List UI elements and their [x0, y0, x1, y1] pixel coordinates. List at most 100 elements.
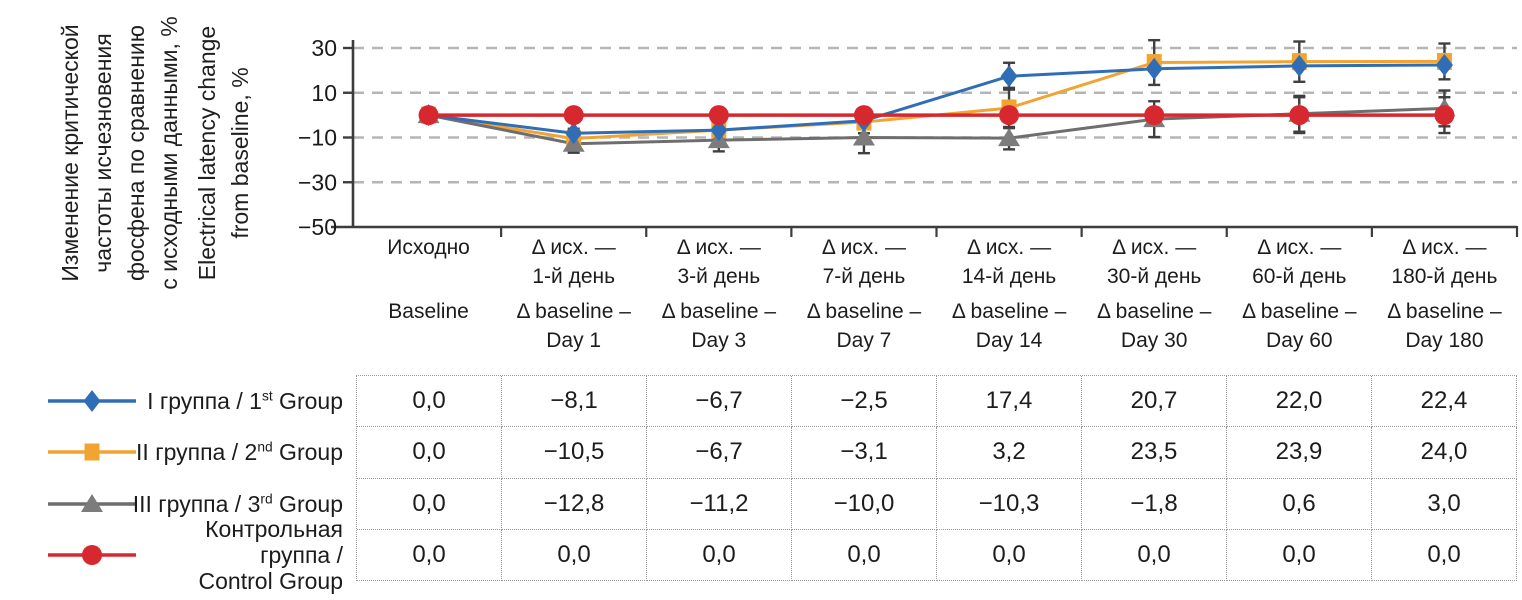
y-tick-label: −10	[298, 125, 337, 151]
y-tick-label: 10	[311, 80, 337, 106]
marker-diamond-icon	[1000, 65, 1018, 88]
legend-item: II группа / 2nd Group	[0, 427, 356, 479]
x-category-label-line: Δ baseline –	[1387, 300, 1502, 323]
legend-diamond-icon	[48, 389, 136, 412]
x-category-label-line: Day 3	[691, 329, 747, 352]
x-category-label-line: Δ baseline –	[661, 300, 777, 323]
x-category-label-ru: Δ исх. — 14-й день	[937, 233, 1082, 291]
marker-circle-icon	[418, 105, 439, 126]
x-category-label-line: Δ исх. —	[1112, 236, 1197, 259]
marker-circle-icon	[563, 105, 584, 126]
chart-plot-area: 30 10 −10 −30 −50	[298, 35, 1519, 240]
marker-diamond-icon	[1145, 57, 1163, 80]
x-category-label-line: 180-й день	[1391, 265, 1498, 288]
table-cell: 0,0	[1082, 529, 1227, 581]
table-cell: 0,6	[1227, 478, 1372, 530]
x-category-label-line: Day 30	[1120, 329, 1188, 352]
marker-circle-icon	[1144, 105, 1165, 126]
table-cell: −11,2	[647, 478, 792, 530]
x-category-label-en: Δ baseline – Day 180	[1372, 297, 1517, 355]
marker-triangle-icon	[852, 127, 875, 146]
x-category-label-line: 7-й день	[822, 265, 906, 288]
legend-item: I группа / 1st Group	[0, 375, 356, 427]
table-cell: 0,0	[1227, 529, 1372, 581]
x-category-label-ru: Δ исх. — 3-й день	[646, 233, 791, 291]
marker-circle-icon	[1289, 105, 1310, 126]
x-category-label-line: Δ baseline –	[516, 300, 631, 323]
table-cell: −10,5	[502, 427, 647, 479]
x-category-label: Δ исх. — 7-й день Δ baseline – Day 7	[791, 233, 936, 373]
legend-label: Контрольная группа / Control Group	[198, 516, 343, 595]
table-cell: 20,7	[1082, 376, 1227, 428]
x-category-label-line: Δ baseline –	[806, 300, 922, 323]
x-category-label-ru: Δ исх. — 60-й день	[1227, 233, 1372, 291]
table-cell: 0,0	[647, 529, 792, 581]
marker-circle-icon	[853, 105, 874, 126]
x-category-label-line: Исходно	[387, 236, 470, 259]
x-category-label-line: Day 1	[546, 329, 602, 352]
table-cell: 17,4	[937, 376, 1082, 428]
marker-diamond-icon	[1290, 54, 1308, 77]
table-cell: 0,0	[357, 478, 502, 530]
table-cell: −3,1	[792, 427, 937, 479]
table-cell: 0,0	[937, 529, 1082, 581]
table-cell: 22,4	[1372, 376, 1517, 428]
x-category-label: Δ исх. — 14-й день Δ baseline – Day 14	[937, 233, 1082, 373]
x-category-label-en: Δ baseline – Day 60	[1227, 297, 1372, 355]
marker-circle-icon	[82, 545, 102, 566]
table-cell: 0,0	[1372, 529, 1517, 581]
x-category-label-en: Δ baseline – Day 7	[791, 297, 936, 355]
table-cell: 23,5	[1082, 427, 1227, 479]
x-category-label: Δ исх. — 60-й день Δ baseline – Day 60	[1227, 233, 1372, 373]
x-category-label-line: 3-й день	[677, 265, 761, 288]
x-category-label: Δ исх. — 1-й день Δ baseline – Day 1	[501, 233, 646, 373]
x-category-label-ru: Δ исх. — 180-й день	[1372, 233, 1517, 291]
marker-circle-icon	[708, 105, 729, 126]
table-cell: −10,3	[937, 478, 1082, 530]
marker-diamond-icon	[1435, 54, 1453, 77]
table-cell: −6,7	[647, 376, 792, 428]
table-cell: 3,0	[1372, 478, 1517, 530]
x-category-label-line: Δ исх. —	[821, 236, 906, 259]
table-cell: 0,0	[357, 529, 502, 581]
table-cell: −8,1	[502, 376, 647, 428]
x-category-label-line: Δ baseline –	[1096, 300, 1212, 323]
table-cell: −1,8	[1082, 478, 1227, 530]
y-tick-label: 30	[311, 35, 337, 61]
table-cell: 0,0	[792, 529, 937, 581]
x-category-label: Δ исх. — 30-й день Δ baseline – Day 30	[1082, 233, 1227, 373]
legend-triangle-icon	[48, 493, 136, 512]
marker-square-icon	[84, 443, 100, 461]
x-category-label-ru: Исходно	[356, 233, 501, 262]
marker-diamond-icon	[565, 122, 583, 145]
marker-circle-icon	[1434, 105, 1455, 126]
values-table: 0,0 −8,1 −6,7 −2,5 17,4 20,7 22,0 22,4 0,0 −10,5−…	[356, 375, 1517, 581]
x-category-label-line: 1-й день	[532, 265, 616, 288]
marker-diamond-icon	[83, 389, 101, 412]
y-tick-label: −50	[298, 214, 337, 240]
x-category-label-en: Δ baseline – Day 14	[937, 297, 1082, 355]
x-category-label-line: Day 7	[836, 329, 892, 352]
x-category-label-line: Δ baseline –	[951, 300, 1067, 323]
legend-square-icon	[48, 443, 136, 461]
table-cell: 0,0	[357, 376, 502, 428]
table-cell: −10,0	[792, 478, 937, 530]
table-cell: 3,2	[937, 427, 1082, 479]
series-line-diamond	[428, 63, 1445, 135]
x-category-label-line: Δ исх. —	[1257, 236, 1342, 259]
x-category-label-line: Baseline	[388, 300, 469, 323]
table-cell: −12,8	[502, 478, 647, 530]
x-category-label-en: Δ baseline – Day 1	[501, 297, 646, 355]
table-cell: −2,5	[792, 376, 937, 428]
legend-label: I группа / 1st Group	[147, 387, 343, 414]
legend-circle-icon	[48, 545, 136, 566]
x-category-label-en: Baseline	[356, 297, 501, 326]
x-category-label-line: Day 60	[1266, 329, 1333, 352]
x-category-label-ru: Δ исх. — 7-й день	[791, 233, 936, 291]
x-category-label-line: Δ исх. —	[531, 236, 616, 259]
marker-triangle-icon	[81, 493, 103, 512]
x-category-label-ru: Δ исх. — 30-й день	[1082, 233, 1227, 291]
marker-triangle-icon	[998, 128, 1021, 147]
legend-label: II группа / 2nd Group	[136, 439, 343, 466]
